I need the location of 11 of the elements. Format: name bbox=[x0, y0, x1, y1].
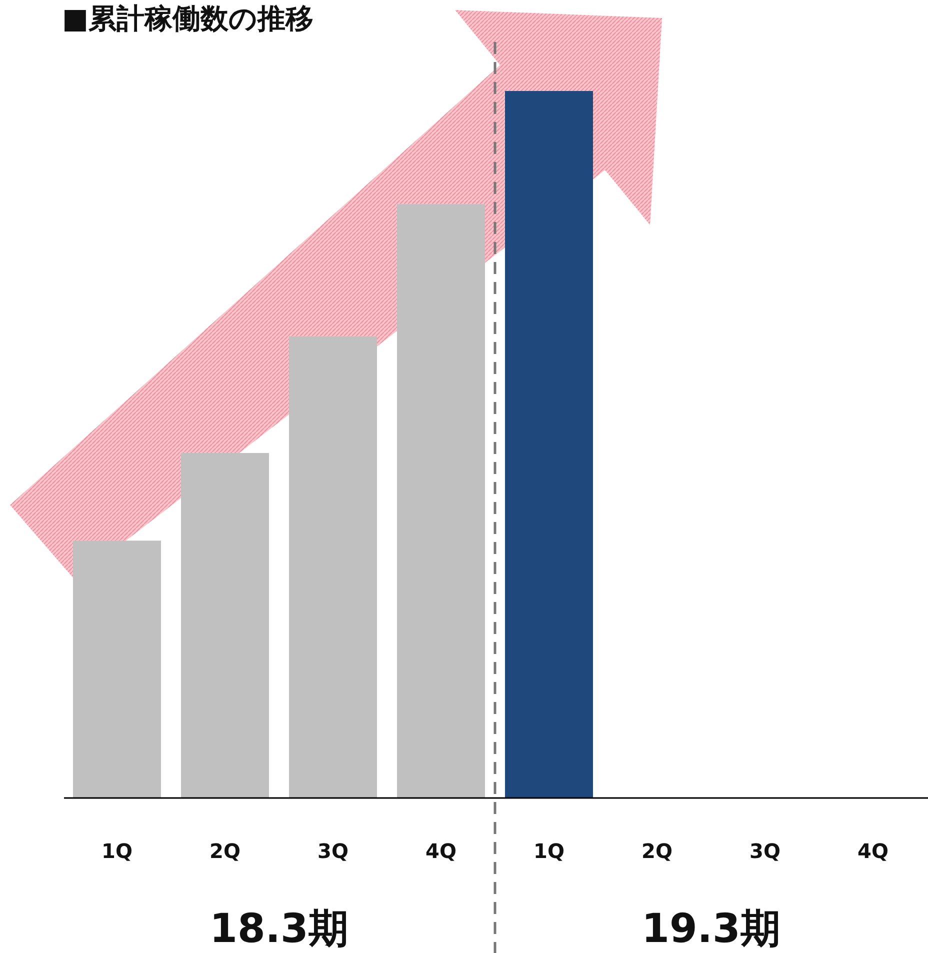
x-tick-label: 4Q bbox=[426, 839, 456, 863]
x-tick-label: 2Q bbox=[210, 839, 240, 863]
text: 18.3期 bbox=[210, 906, 348, 952]
text: 19.3期 bbox=[642, 906, 780, 952]
chart-title: ■累計稼働数の推移 bbox=[62, 2, 314, 35]
x-tick-label: 2Q bbox=[642, 839, 672, 863]
x-tick-label: 1Q bbox=[534, 839, 564, 863]
x-tick-label: 3Q bbox=[750, 839, 780, 863]
x-tick-label: 1Q bbox=[102, 839, 132, 863]
x-tick-label: 4Q bbox=[858, 839, 888, 863]
x-tick-label: 3Q bbox=[318, 839, 348, 863]
